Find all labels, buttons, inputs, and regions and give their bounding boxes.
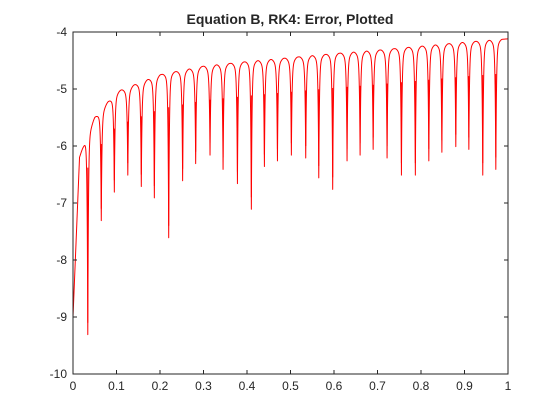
x-tick-label: 0.6 xyxy=(326,379,343,393)
y-tick-label: -9 xyxy=(56,310,67,324)
series-layer xyxy=(72,38,509,336)
y-tick-label: -8 xyxy=(56,253,67,267)
x-tick-label: 0.7 xyxy=(369,379,386,393)
y-axis-ticks: -4 -5 -6 -7 -8 -9 -10 xyxy=(50,25,508,381)
x-tick-label: 0.5 xyxy=(282,379,299,393)
x-axis-ticks: 0 0.1 0.2 0.3 0.4 0.5 0.6 0.7 0.8 0.9 1 xyxy=(70,32,512,393)
y-tick-label: -5 xyxy=(56,82,67,96)
x-tick-label: 0.2 xyxy=(152,379,169,393)
x-tick-label: 1 xyxy=(505,379,512,393)
x-tick-label: 0.1 xyxy=(108,379,125,393)
x-tick-label: 0.4 xyxy=(239,379,256,393)
y-tick-label: -4 xyxy=(56,25,67,39)
error-series-line xyxy=(72,38,509,336)
x-tick-label: 0.3 xyxy=(195,379,212,393)
y-tick-label: -6 xyxy=(56,139,67,153)
y-tick-label: -7 xyxy=(56,196,67,210)
x-tick-label: 0 xyxy=(70,379,77,393)
y-tick-label: -10 xyxy=(50,367,68,381)
x-tick-label: 0.9 xyxy=(456,379,473,393)
x-tick-label: 0.8 xyxy=(413,379,430,393)
chart-title: Equation B, RK4: Error, Plotted xyxy=(187,11,394,27)
